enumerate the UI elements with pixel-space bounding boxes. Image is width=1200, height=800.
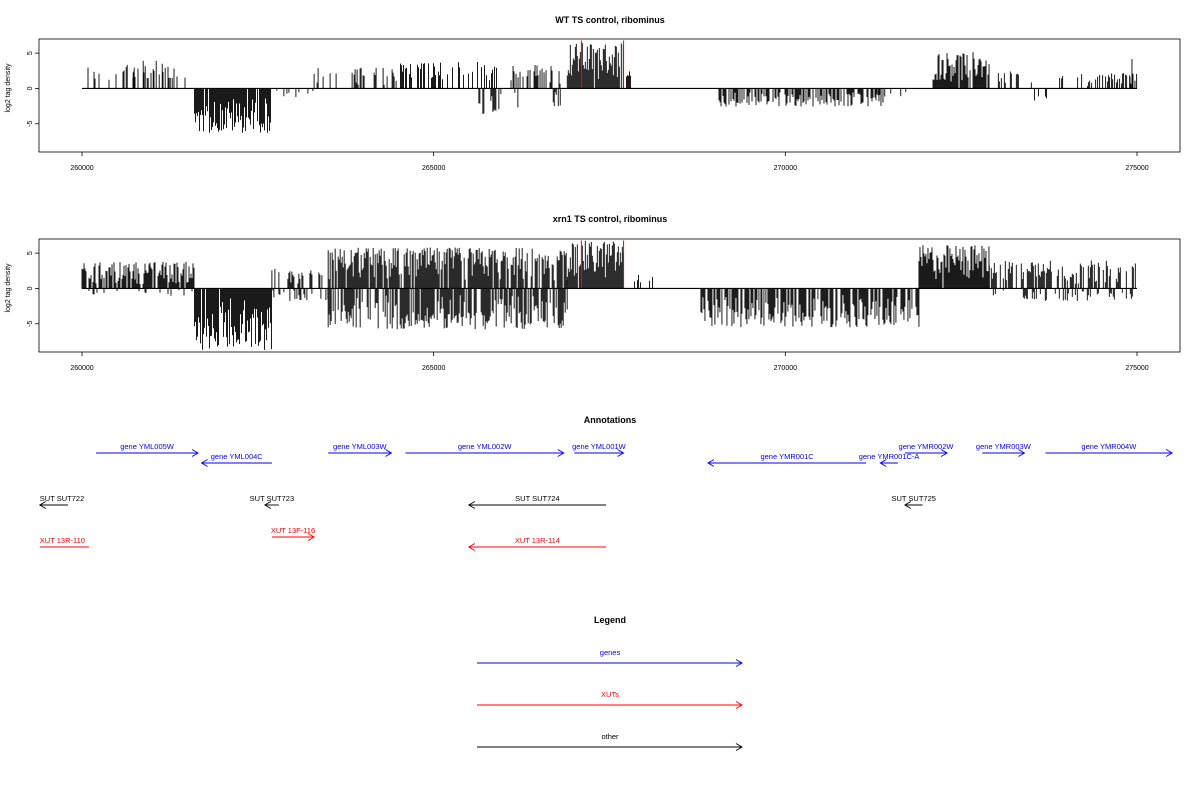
annotation-label: XUT 13R-110 [40, 536, 85, 545]
annotation-label: SUT SUT725 [891, 494, 935, 503]
gene-annotation: gene YMR003W [976, 442, 1032, 457]
legend-label: genes [600, 648, 621, 657]
y-axis: 5 0 -5 [27, 251, 39, 327]
x-axis: 260000 265000 270000 275000 [70, 352, 1149, 372]
y-axis-label: log2 tag density [5, 263, 12, 313]
x-tick-label: 260000 [70, 365, 93, 372]
x-tick-label: 265000 [422, 365, 445, 372]
panel-title: WT TS control, ribominus [555, 15, 665, 25]
annotation-label: SUT SUT724 [515, 494, 559, 503]
arrow-head [1165, 449, 1174, 457]
annotation-label: gene YML002W [458, 442, 513, 451]
annotation-label: gene YML001W [572, 442, 627, 451]
wt-density-panel: WT TS control, ribominus log2 tag densit… [5, 15, 1181, 172]
arrow-head [735, 659, 743, 667]
annotation-label: SUT SUT723 [250, 494, 294, 503]
annotation-tracks: gene YML005W gene YML004C gene YML003W gene… [38, 442, 1174, 551]
arrow-head [467, 543, 476, 551]
legend: genes XUTs other [477, 648, 743, 751]
gene-annotation: gene YML001W [572, 442, 627, 457]
legend-label: XUTs [601, 690, 619, 699]
y-axis: 5 0 -5 [27, 51, 39, 127]
other-annotation: SUT SUT722 [38, 494, 84, 509]
density-bars [81, 240, 1136, 350]
other-annotation: SUT SUT725 [891, 494, 936, 509]
xrn1-density-panel: xrn1 TS control, ribominus log2 tag dens… [5, 214, 1181, 372]
xut-annotation: XUT 13R-110 [39, 536, 90, 548]
arrow-head [904, 501, 912, 509]
annotation-label: gene YMR002W [899, 442, 955, 451]
xut-annotation: XUT 13R-114 [467, 536, 606, 551]
annotation-label: gene YMR001C-A [859, 452, 920, 461]
y-axis-label: log2 tag density [5, 63, 12, 113]
gene-annotation: gene YML002W [405, 442, 565, 457]
arrow-head [200, 459, 208, 467]
highlight-lines [580, 240, 625, 289]
x-axis: 260000 265000 270000 275000 [70, 152, 1149, 172]
legend-entry-xut: XUTs [477, 690, 743, 709]
gene-annotation: gene YMR004W [1045, 442, 1174, 457]
xut-annotation: XUT 13F-116 [271, 526, 315, 541]
arrow-head [191, 449, 199, 457]
annotation-label: XUT 13R-114 [515, 536, 560, 545]
arrow-head [707, 459, 715, 467]
gene-annotation: gene YMR001C-A [859, 452, 920, 467]
legend-entry-other: other [477, 732, 743, 751]
x-tick-label: 270000 [774, 365, 797, 372]
arrow-head [879, 459, 887, 467]
arrow-head [735, 743, 743, 751]
arrow-head [385, 449, 393, 457]
gene-annotation: gene YMR002W [899, 442, 955, 457]
other-annotation: SUT SUT724 [467, 494, 606, 509]
arrow-head [263, 501, 272, 509]
arrow-head [940, 449, 948, 457]
annotation-label: XUT 13F-116 [271, 526, 315, 535]
y-tick-label: 5 [27, 51, 34, 55]
gene-annotation: gene YML003W [328, 442, 393, 457]
arrow-head [1018, 449, 1026, 457]
annotation-label: gene YMR004W [1081, 442, 1137, 451]
arrow-head [467, 501, 476, 509]
annotation-label: SUT SUT722 [40, 494, 84, 503]
x-tick-label: 275000 [1125, 165, 1148, 172]
gene-annotation: gene YML005W [96, 442, 199, 457]
y-tick-label: 0 [27, 286, 34, 290]
annotation-label: gene YMR003W [976, 442, 1032, 451]
other-annotation: SUT SUT723 [250, 494, 294, 509]
arrow-head [307, 533, 315, 541]
legend-label: other [601, 732, 619, 741]
y-tick-label: -5 [27, 321, 34, 327]
x-tick-label: 275000 [1125, 365, 1148, 372]
legend-title: Legend [594, 615, 626, 625]
arrow-head [557, 449, 565, 457]
annotation-label: gene YMR001C [760, 452, 814, 461]
y-tick-label: 5 [27, 251, 34, 255]
x-tick-label: 270000 [774, 165, 797, 172]
plot-frame [38, 238, 1181, 353]
density-bars [87, 43, 1138, 133]
x-tick-label: 265000 [422, 165, 445, 172]
x-tick-label: 260000 [70, 165, 93, 172]
annotation-label: gene YML004C [211, 452, 264, 461]
gene-annotation: gene YML004C [200, 452, 272, 467]
arrow-head [735, 701, 743, 709]
annotations-title: Annotations [584, 415, 637, 425]
y-tick-label: 0 [27, 86, 34, 90]
y-tick-label: -5 [27, 121, 34, 127]
highlight-lines [580, 40, 625, 89]
arrow-head [617, 449, 625, 457]
arrow-head [38, 501, 47, 509]
panel-title: xrn1 TS control, ribominus [553, 214, 668, 224]
annotation-label: gene YML003W [333, 442, 388, 451]
legend-entry-gene: genes [477, 648, 743, 667]
plot-frame [38, 38, 1181, 153]
gene-annotation: gene YMR001C [707, 452, 867, 467]
annotation-label: gene YML005W [120, 442, 175, 451]
